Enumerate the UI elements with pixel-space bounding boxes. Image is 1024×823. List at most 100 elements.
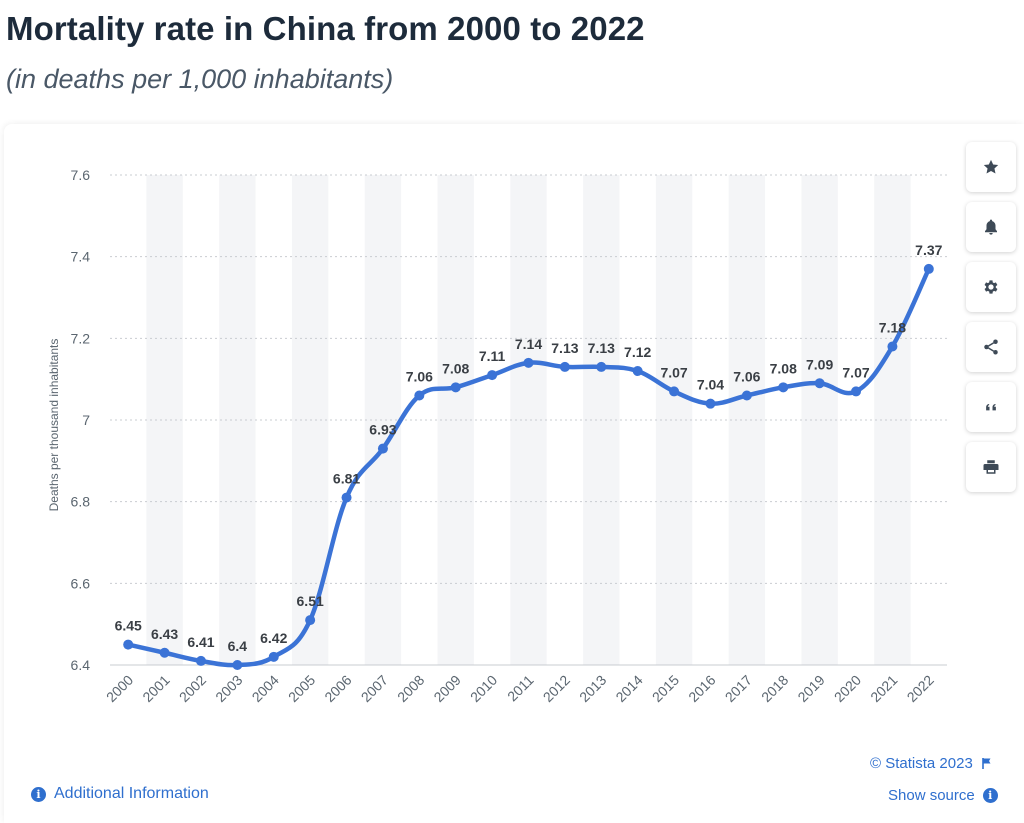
source-info-icon: i xyxy=(982,788,998,803)
share-button[interactable] xyxy=(966,322,1016,372)
favorite-button[interactable] xyxy=(966,142,1016,192)
data-label: 6.42 xyxy=(260,630,287,646)
x-tick-label: 2014 xyxy=(612,672,645,705)
data-point xyxy=(377,443,388,454)
data-point xyxy=(887,341,898,352)
data-label: 7.07 xyxy=(660,364,687,380)
data-label: 7.12 xyxy=(624,344,651,360)
page-title: Mortality rate in China from 2000 to 202… xyxy=(6,10,645,47)
x-tick-label: 2019 xyxy=(794,672,827,705)
data-point xyxy=(123,639,134,650)
quote-icon xyxy=(986,404,996,411)
share-icon xyxy=(984,339,998,355)
data-label: 6.43 xyxy=(151,626,178,642)
x-tick-label: 2003 xyxy=(212,672,245,705)
settings-button[interactable] xyxy=(966,262,1016,312)
bell-icon xyxy=(985,219,997,235)
x-tick-label: 2000 xyxy=(103,672,136,705)
data-label: 7.06 xyxy=(733,369,760,385)
x-tick-label: 2020 xyxy=(831,672,864,705)
x-tick-label: 2008 xyxy=(394,672,427,705)
data-label: 7.04 xyxy=(697,377,724,393)
x-tick-label: 2001 xyxy=(139,672,172,705)
info-icon: i xyxy=(31,786,46,802)
data-label: 7.18 xyxy=(879,320,906,336)
data-label: 7.11 xyxy=(479,348,506,364)
data-point xyxy=(705,398,716,409)
data-label: 6.4 xyxy=(228,638,248,654)
print-button[interactable] xyxy=(966,442,1016,492)
data-point xyxy=(159,647,170,658)
x-tick-label: 2017 xyxy=(722,672,755,705)
data-label: 7.07 xyxy=(842,364,869,380)
data-point xyxy=(596,361,607,372)
data-point xyxy=(450,382,461,393)
data-point xyxy=(414,390,425,401)
data-label: 7.08 xyxy=(442,360,469,376)
y-tick-label: 7.6 xyxy=(71,167,91,183)
data-label: 7.06 xyxy=(406,369,433,385)
data-label: 6.93 xyxy=(369,422,396,438)
x-tick-label: 2011 xyxy=(504,672,537,705)
x-tick-label: 2009 xyxy=(430,672,463,705)
data-label: 6.81 xyxy=(333,471,360,487)
data-label: 6.51 xyxy=(297,593,324,609)
data-point xyxy=(923,263,934,274)
data-label: 7.14 xyxy=(515,336,542,352)
y-tick-label: 6.4 xyxy=(71,657,91,673)
y-axis-label: Deaths per thousand inhabitants xyxy=(47,339,61,512)
y-tick-label: 6.6 xyxy=(71,575,91,591)
page-subtitle: (in deaths per 1,000 inhabitants) xyxy=(6,64,394,94)
data-point xyxy=(341,492,352,503)
print-icon xyxy=(983,460,999,474)
x-tick-label: 2015 xyxy=(649,672,682,705)
data-point xyxy=(523,357,534,368)
additional-information-link[interactable]: i Additional Information xyxy=(31,785,209,803)
y-tick-label: 7.2 xyxy=(71,330,91,346)
data-label: 7.13 xyxy=(588,340,615,356)
notification-button[interactable] xyxy=(966,202,1016,252)
data-point xyxy=(851,386,862,397)
x-tick-label: 2005 xyxy=(285,672,318,705)
show-source-label: Show source xyxy=(888,787,975,804)
data-label: 7.13 xyxy=(551,340,578,356)
data-point xyxy=(632,366,643,376)
x-tick-label: 2007 xyxy=(358,672,391,705)
copyright-link[interactable]: © Statista 2023 xyxy=(870,755,993,772)
data-label: 6.41 xyxy=(187,634,214,650)
x-tick-label: 2022 xyxy=(904,672,937,705)
show-source-link[interactable]: Show source i xyxy=(888,787,998,804)
x-tick-label: 2012 xyxy=(540,672,573,705)
x-tick-label: 2004 xyxy=(249,672,282,705)
star-icon xyxy=(983,159,999,174)
y-tick-label: 6.8 xyxy=(71,494,91,510)
x-tick-label: 2016 xyxy=(685,672,718,705)
x-tick-label: 2010 xyxy=(467,672,500,705)
data-point xyxy=(305,615,316,626)
x-tick-label: 2021 xyxy=(867,672,900,705)
data-point xyxy=(559,361,570,372)
data-label: 7.09 xyxy=(806,356,833,372)
data-point xyxy=(232,660,243,670)
copyright-label: © Statista 2023 xyxy=(870,755,973,772)
x-tick-label: 2006 xyxy=(321,672,354,705)
data-label: 7.08 xyxy=(770,360,797,376)
flag-icon xyxy=(981,758,991,769)
additional-information-label: Additional Information xyxy=(54,785,209,802)
y-tick-label: 7.4 xyxy=(71,249,91,265)
data-label: 7.37 xyxy=(915,242,942,258)
y-tick-label: 7 xyxy=(82,412,90,428)
data-point xyxy=(778,382,789,393)
cite-button[interactable] xyxy=(966,382,1016,432)
gear-icon xyxy=(984,280,998,294)
line-chart: 6.4 6.6 6.8 7 7.2 7.4 7.6 Deaths per thousand i… xyxy=(47,167,947,705)
chart-card: 6.4 6.6 6.8 7 7.2 7.4 7.6 Deaths per thousand i… xyxy=(4,124,1024,823)
data-label: 6.45 xyxy=(115,618,142,634)
data-point xyxy=(669,386,680,397)
data-point xyxy=(741,390,752,401)
data-point xyxy=(814,378,825,389)
x-tick-label: 2018 xyxy=(758,672,791,705)
data-point xyxy=(268,651,279,662)
data-point xyxy=(195,655,206,666)
data-point xyxy=(487,370,498,381)
